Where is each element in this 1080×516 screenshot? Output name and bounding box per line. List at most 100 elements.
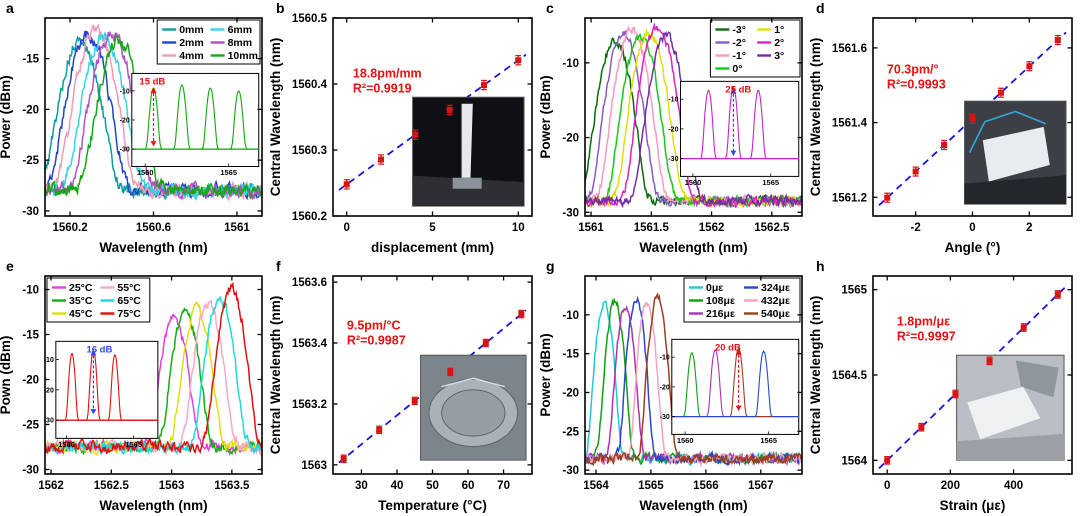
svg-text:R²=0.9987: R²=0.9987 bbox=[347, 333, 406, 347]
panel-label-e: e bbox=[6, 258, 14, 274]
svg-text:-30: -30 bbox=[120, 147, 130, 154]
svg-text:Temperature (°C): Temperature (°C) bbox=[378, 498, 487, 513]
svg-text:-10: -10 bbox=[668, 97, 678, 104]
svg-text:-30: -30 bbox=[562, 465, 579, 477]
svg-text:-15: -15 bbox=[22, 330, 39, 342]
svg-text:1562.5: 1562.5 bbox=[754, 222, 790, 234]
svg-text:1565: 1565 bbox=[125, 440, 142, 449]
svg-text:1560.4: 1560.4 bbox=[292, 79, 328, 91]
svg-text:-15: -15 bbox=[22, 54, 39, 66]
svg-text:3°: 3° bbox=[774, 50, 784, 62]
svg-text:25°C: 25°C bbox=[69, 282, 93, 294]
svg-text:8mm: 8mm bbox=[228, 37, 253, 49]
svg-text:-10: -10 bbox=[562, 310, 579, 322]
svg-text:Central Wavelength (nm): Central Wavelength (nm) bbox=[270, 38, 283, 197]
svg-text:1565: 1565 bbox=[220, 168, 237, 177]
svg-text:60: 60 bbox=[462, 480, 475, 492]
svg-text:Central Wavelength (nm): Central Wavelength (nm) bbox=[810, 38, 823, 197]
svg-text:-20: -20 bbox=[22, 104, 39, 116]
panel-label-g: g bbox=[546, 258, 555, 274]
svg-text:displacement (mm): displacement (mm) bbox=[371, 240, 494, 255]
svg-text:108με: 108με bbox=[706, 295, 735, 307]
svg-text:1560.3: 1560.3 bbox=[292, 145, 327, 157]
svg-text:1560: 1560 bbox=[685, 178, 702, 187]
svg-text:-2: -2 bbox=[911, 222, 921, 234]
svg-text:400: 400 bbox=[1004, 480, 1023, 492]
svg-text:1563.4: 1563.4 bbox=[292, 338, 328, 350]
svg-text:1561.2: 1561.2 bbox=[832, 192, 867, 204]
svg-text:65°C: 65°C bbox=[117, 295, 141, 307]
svg-text:1563.6: 1563.6 bbox=[292, 277, 327, 289]
svg-text:1562: 1562 bbox=[699, 222, 725, 234]
svg-text:Central Wavelength (nm): Central Wavelength (nm) bbox=[270, 296, 283, 455]
panel-e: e 25°C 35°C 45°C 55°C 65°C 75°C 1560 1565 -10 -20… bbox=[0, 258, 270, 516]
svg-text:Wavelength (nm): Wavelength (nm) bbox=[99, 240, 207, 255]
svg-text:1563: 1563 bbox=[301, 460, 327, 472]
svg-text:1561: 1561 bbox=[578, 222, 604, 234]
svg-text:-20: -20 bbox=[22, 375, 39, 387]
panel-h: h 1.8pm/με R²=0.9997 0 200 400 1564 1564.5 1565… bbox=[810, 258, 1080, 516]
svg-text:1565: 1565 bbox=[762, 178, 779, 187]
svg-text:-1°: -1° bbox=[732, 50, 746, 62]
svg-text:-25: -25 bbox=[22, 155, 39, 167]
svg-text:-20: -20 bbox=[562, 387, 579, 399]
svg-text:-20: -20 bbox=[668, 126, 678, 133]
svg-text:10: 10 bbox=[512, 222, 525, 234]
svg-text:1560.6: 1560.6 bbox=[136, 222, 171, 234]
svg-text:45°C: 45°C bbox=[69, 308, 93, 320]
spectra-plot-c: -3°-2°-1°0° 1°2°3° 1560 1565 -10 -20 -30 25 dB 1… bbox=[540, 17, 803, 255]
svg-text:1564: 1564 bbox=[841, 455, 867, 467]
svg-text:1562.5: 1562.5 bbox=[94, 480, 130, 492]
svg-text:Power (dBm): Power (dBm) bbox=[540, 333, 553, 416]
svg-text:-30: -30 bbox=[668, 156, 678, 163]
svg-text:18.8pm/mm: 18.8pm/mm bbox=[353, 66, 422, 80]
panel-label-b: b bbox=[276, 0, 285, 16]
svg-text:-10: -10 bbox=[44, 357, 54, 364]
panel-a: a 0mm 2mm 4mm 6mm 8mm 10mm 1560 1565 -10 -20 -30 15… bbox=[0, 0, 270, 258]
svg-text:16 dB: 16 dB bbox=[86, 344, 112, 355]
svg-text:40: 40 bbox=[391, 480, 404, 492]
svg-text:1561.4: 1561.4 bbox=[832, 118, 868, 130]
fit-plot-d: 70.3pm/°R²=0.9993 -2 0 2 1561.2 1561.4 1561.6 A… bbox=[810, 17, 1073, 255]
svg-text:1563.5: 1563.5 bbox=[214, 480, 250, 492]
panel-label-a: a bbox=[6, 0, 14, 16]
svg-text:432με: 432με bbox=[761, 295, 790, 307]
svg-text:-20: -20 bbox=[44, 387, 54, 394]
svg-text:1560: 1560 bbox=[137, 168, 154, 177]
svg-text:-2°: -2° bbox=[732, 37, 746, 49]
panel-c: c -3° -2° -1° 0° 1° 2° 3° 1560 1565 -10 -20 -30 25 d… bbox=[540, 0, 810, 258]
svg-text:-3°: -3° bbox=[732, 24, 746, 36]
panel-label-d: d bbox=[816, 0, 825, 16]
svg-text:1560.2: 1560.2 bbox=[52, 222, 87, 234]
svg-text:70.3pm/°: 70.3pm/° bbox=[887, 62, 939, 76]
svg-text:200: 200 bbox=[941, 480, 960, 492]
svg-text:-20: -20 bbox=[120, 117, 130, 124]
svg-text:25 dB: 25 dB bbox=[725, 84, 751, 95]
svg-text:-15: -15 bbox=[562, 349, 579, 361]
svg-text:Wavelength (nm): Wavelength (nm) bbox=[639, 240, 747, 255]
svg-text:-30: -30 bbox=[44, 418, 54, 425]
svg-text:216με: 216με bbox=[706, 308, 735, 320]
svg-text:R²=0.9993: R²=0.9993 bbox=[887, 77, 946, 91]
svg-text:Wavelength (nm): Wavelength (nm) bbox=[99, 498, 207, 513]
svg-text:324με: 324με bbox=[761, 282, 790, 294]
svg-text:0: 0 bbox=[969, 222, 975, 234]
svg-text:2mm: 2mm bbox=[179, 37, 204, 49]
svg-text:Central Wavelength (nm): Central Wavelength (nm) bbox=[810, 296, 823, 455]
svg-text:0με: 0με bbox=[706, 282, 723, 294]
svg-text:9.5pm/°C: 9.5pm/°C bbox=[347, 318, 401, 332]
svg-text:Power (dBm): Power (dBm) bbox=[0, 75, 13, 158]
svg-text:R²=0.9997: R²=0.9997 bbox=[897, 330, 956, 344]
fit-plot-f: 9.5pm/°CR²=0.9987 30 40 50 60 70 1563 1563.2 156… bbox=[270, 275, 533, 513]
svg-text:-10: -10 bbox=[660, 355, 670, 362]
svg-text:-25: -25 bbox=[22, 420, 39, 432]
svg-text:4mm: 4mm bbox=[179, 50, 204, 62]
svg-text:Pown (dBm): Pown (dBm) bbox=[0, 336, 13, 415]
svg-text:6mm: 6mm bbox=[228, 24, 253, 36]
panel-b: b 18.8pm/mm R²=0.9919 0 5 10 1560.2 1560.3 1560… bbox=[270, 0, 540, 258]
svg-text:1565: 1565 bbox=[760, 436, 777, 445]
svg-text:-10: -10 bbox=[562, 58, 579, 70]
